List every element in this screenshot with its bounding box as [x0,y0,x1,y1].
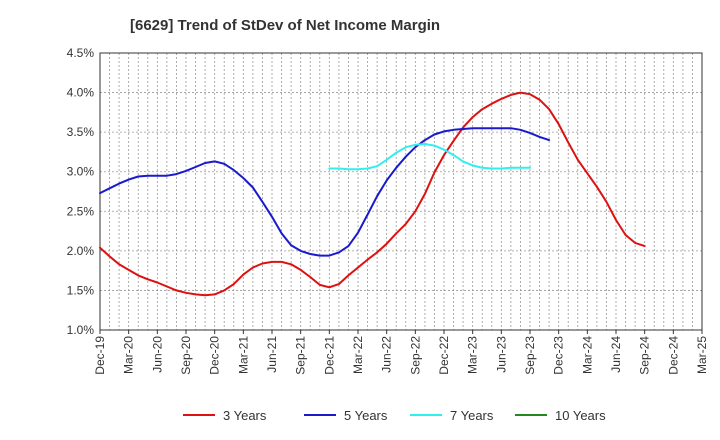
y-tick-label: 3.0% [67,165,95,179]
x-tick-label: Sep-24 [638,336,652,375]
x-tick-label: Sep-23 [523,336,537,375]
legend: 3 Years 5 Years 7 Years 10 Years [183,408,606,423]
y-tick-label: 4.5% [67,46,95,60]
legend-label: 10 Years [555,408,606,423]
x-tick-label: Dec-20 [208,336,222,375]
x-tick-label: Sep-22 [408,336,422,375]
x-tick-label: Sep-21 [294,336,308,375]
grid [99,52,703,331]
x-tick-label: Jun-21 [265,336,279,373]
legend-label: 7 Years [450,408,494,423]
y-tick-label: 1.0% [67,323,95,337]
x-tick-label: Sep-20 [179,336,193,375]
x-tick-label: Jun-23 [494,336,508,373]
axes: 1.0% 1.5% 2.0% 2.5% 3.0% 3.5% 4.0% 4.5% Dec-19 Ma… [67,46,709,375]
series-line-5-years [99,127,551,257]
x-tick-label: Mar-24 [580,336,594,374]
x-tick-label: Dec-23 [552,336,566,375]
y-tick-label: 2.5% [67,204,95,218]
y-tick-label: 2.0% [67,244,95,258]
series-line-3-years [99,91,646,297]
legend-label: 3 Years [223,408,267,423]
x-tick-label: Dec-22 [437,336,451,375]
x-tick-label: Mar-23 [466,336,480,374]
x-tick-label: Mar-20 [122,336,136,374]
x-tick-label: Dec-21 [322,336,336,375]
chart-title: [6629] Trend of StDev of Net Income Marg… [130,17,440,34]
x-tick-label: Dec-19 [93,336,107,375]
x-tick-label: Mar-25 [695,336,709,374]
x-tick-label: Jun-24 [609,336,623,373]
x-tick-label: Jun-20 [150,336,164,373]
x-tick-label: Mar-22 [351,336,365,374]
x-tick-label: Jun-22 [380,336,394,373]
y-tick-label: 1.5% [67,283,95,297]
y-tick-label: 4.0% [67,86,95,100]
legend-label: 5 Years [344,408,388,423]
series-line-7-years [328,143,531,171]
series-lines [99,91,646,297]
x-tick-label: Dec-24 [666,336,680,375]
x-tick-label: Mar-21 [236,336,250,374]
y-tick-label: 3.5% [67,125,95,139]
plot-area-border [99,52,703,331]
